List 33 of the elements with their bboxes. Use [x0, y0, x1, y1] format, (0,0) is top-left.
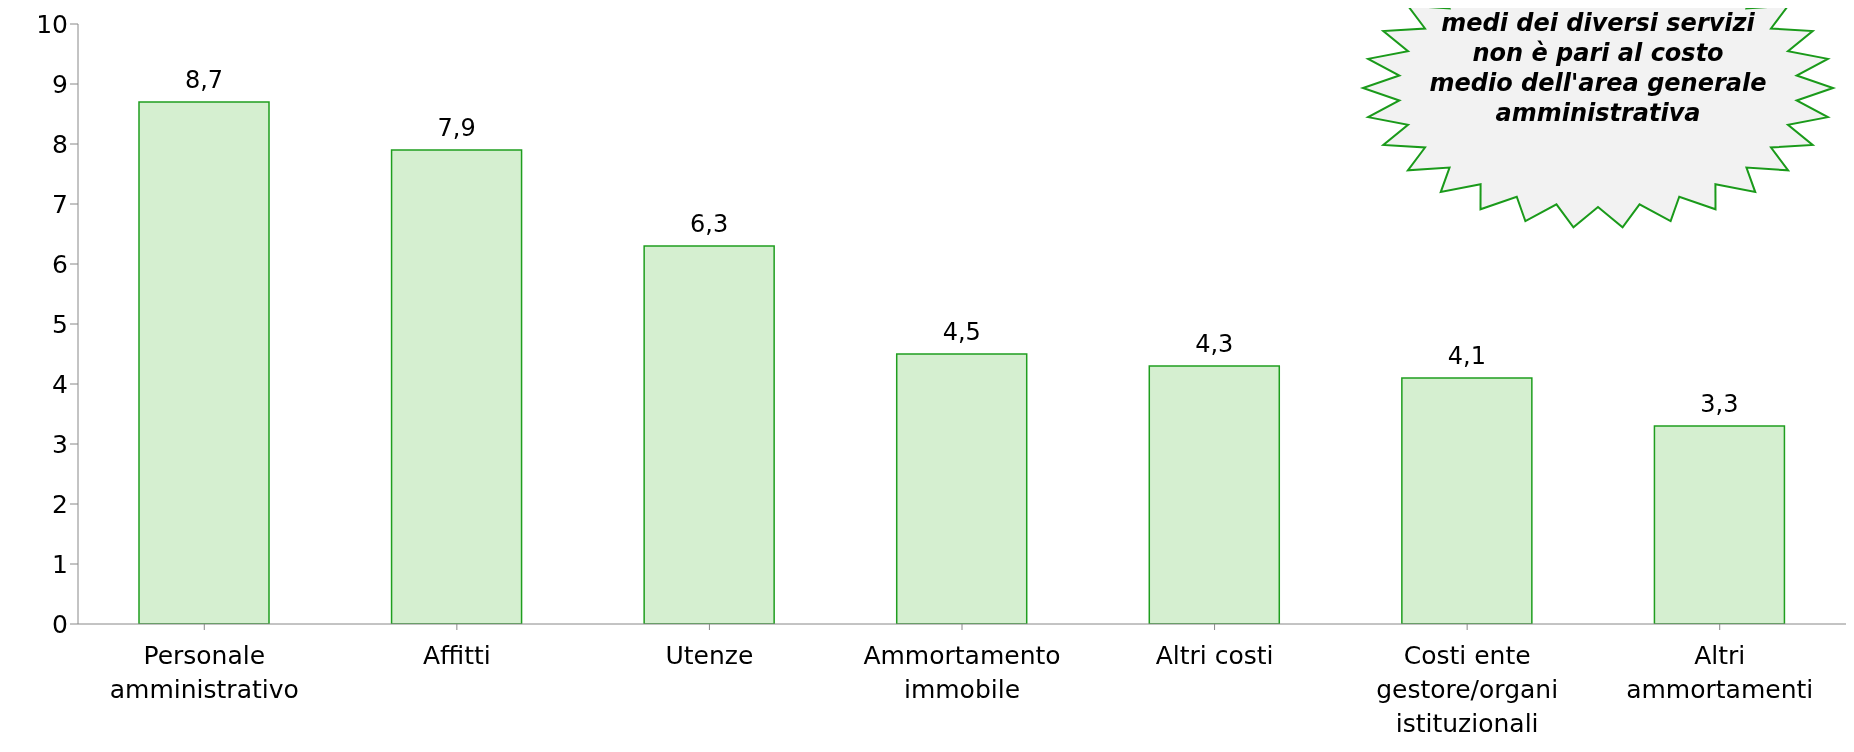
y-tick-label: 8 [52, 129, 68, 159]
bar [1401, 377, 1533, 624]
x-tick-label: Utenze [665, 641, 754, 670]
y-tick-label: 9 [52, 69, 68, 99]
x-tick-label: Altri ammortamenti [1626, 641, 1814, 704]
data-label: 4,5 [942, 318, 981, 346]
bar [895, 353, 1028, 624]
bar [1653, 425, 1786, 624]
data-label: 8,7 [184, 66, 224, 94]
y-tick-label: 2 [52, 489, 68, 519]
x-tick-label: Costi ente gestore/organi istituzionali [1376, 641, 1559, 738]
bar [138, 101, 270, 624]
x-tick-label: Altri costi [1155, 641, 1274, 670]
data-label: 4,3 [1195, 330, 1234, 358]
x-tick-label: Affitti [422, 641, 491, 670]
bar [390, 149, 523, 624]
bar [1148, 365, 1281, 624]
y-tick-label: 0 [52, 609, 68, 639]
x-tick-label: Ammortamento immobile [863, 641, 1061, 704]
x-tick-label: Personale amministrativo [109, 641, 299, 704]
y-tick-label: 1 [52, 549, 68, 579]
data-label: 6,3 [690, 210, 729, 238]
data-label: 3,3 [1700, 390, 1739, 418]
data-label: 7,9 [437, 114, 476, 142]
data-label: 4,1 [1447, 342, 1486, 370]
bar [643, 245, 775, 624]
y-tick-label: 7 [52, 189, 68, 219]
y-tick-label: 4 [52, 369, 68, 399]
y-tick-label: 10 [36, 9, 68, 39]
starburst-text: medi dei diversi servizi non è pari al costo medio dell'area generale amministrativa [1428, 8, 1768, 128]
y-tick-label: 5 [52, 309, 68, 339]
y-tick-label: 6 [52, 249, 68, 279]
y-tick-label: 3 [52, 429, 68, 459]
